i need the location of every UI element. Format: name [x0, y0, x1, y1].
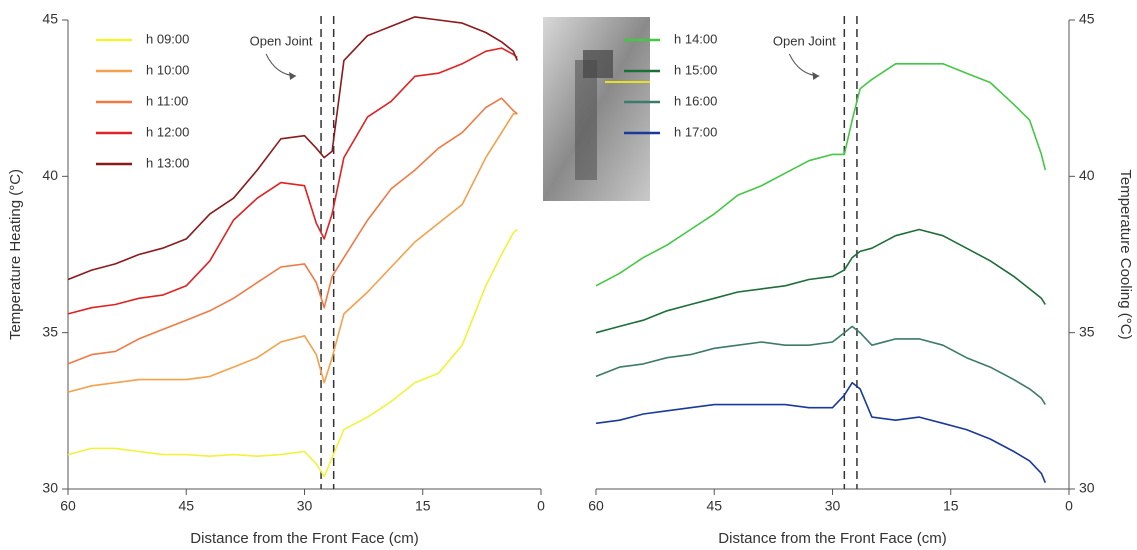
y-tick-label: 40 — [42, 167, 58, 183]
y-tick-label: 35 — [42, 323, 58, 339]
y-axis-label: Temperature Cooling (°C) — [1117, 169, 1134, 339]
x-axis-label: Distance from the Front Face (cm) — [718, 530, 946, 547]
y-tick-label: 45 — [42, 11, 58, 27]
legend-label: h 09:00 — [146, 31, 189, 46]
annotation-arrow — [788, 53, 820, 77]
annotation-arrowhead — [812, 72, 820, 80]
x-tick-label: 15 — [943, 498, 959, 514]
series-line — [595, 63, 1047, 287]
y-tick-label: 30 — [42, 480, 58, 496]
x-tick-label: 30 — [297, 498, 313, 514]
x-tick-label: 30 — [825, 498, 841, 514]
legend-label: h 13:00 — [146, 155, 189, 170]
legend-label: h 17:00 — [674, 124, 717, 139]
x-tick-label: 60 — [60, 498, 76, 514]
annotation: Open Joint — [773, 33, 836, 48]
legend-label: h 11:00 — [146, 93, 188, 108]
series-line — [67, 47, 518, 315]
x-tick-label: 45 — [706, 498, 722, 514]
series-line — [67, 228, 518, 478]
x-tick-label: 60 — [588, 498, 604, 514]
series-line — [595, 228, 1046, 334]
series-line — [67, 113, 518, 393]
series-line — [67, 16, 519, 281]
annotation-arrowhead — [289, 72, 297, 80]
x-tick-label: 15 — [415, 498, 431, 514]
series-line — [595, 325, 1046, 406]
annotation-arrow — [265, 53, 297, 77]
photo-inset — [543, 17, 650, 201]
x-tick-label: 0 — [1065, 498, 1073, 514]
y-tick-label: 40 — [1079, 167, 1095, 183]
legend-label: h 14:00 — [674, 31, 717, 46]
legend-label: h 12:00 — [146, 124, 189, 139]
x-tick-label: 0 — [537, 498, 545, 514]
y-axis-label: Temperature Heating (°C) — [7, 169, 24, 340]
legend-label: h 10:00 — [146, 62, 189, 77]
legend-label: h 16:00 — [674, 93, 717, 108]
series-line — [595, 381, 1047, 484]
y-tick-label: 30 — [1079, 480, 1095, 496]
y-tick-label: 35 — [1079, 323, 1095, 339]
legend-label: h 15:00 — [674, 62, 717, 77]
series-line — [67, 97, 518, 365]
x-axis-label: Distance from the Front Face (cm) — [190, 530, 418, 547]
x-tick-label: 45 — [178, 498, 194, 514]
annotation: Open Joint — [250, 33, 313, 48]
y-tick-label: 45 — [1079, 11, 1095, 27]
